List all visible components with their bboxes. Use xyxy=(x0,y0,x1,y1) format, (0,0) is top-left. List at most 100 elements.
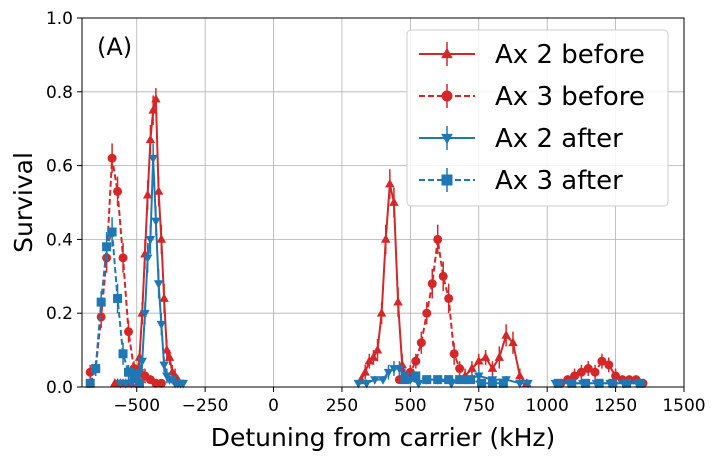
data-point xyxy=(477,378,487,388)
data-point xyxy=(608,378,618,388)
data-point xyxy=(394,365,405,374)
data-point xyxy=(400,375,410,385)
series-line xyxy=(89,231,141,384)
x-tick-label: −250 xyxy=(182,396,229,416)
data-point xyxy=(353,379,364,389)
x-axis-title: Detuning from carrier (kHz) xyxy=(211,423,556,452)
data-point xyxy=(151,217,161,227)
data-point xyxy=(501,330,511,339)
data-point xyxy=(427,279,437,289)
data-point xyxy=(142,189,153,199)
legend-marker xyxy=(441,47,453,59)
data-point xyxy=(389,197,399,206)
series-line xyxy=(464,333,528,384)
x-tick-label: 250 xyxy=(326,396,358,416)
series-line xyxy=(114,98,179,385)
data-point xyxy=(523,379,533,389)
data-point xyxy=(580,378,590,388)
legend-label: Ax 2 before xyxy=(495,40,645,70)
data-point xyxy=(361,379,372,389)
data-point xyxy=(113,186,123,196)
data-point xyxy=(164,352,175,361)
data-point xyxy=(118,349,128,359)
legend-marker xyxy=(441,90,453,102)
data-point xyxy=(433,234,443,244)
data-point xyxy=(159,293,169,302)
data-point xyxy=(102,242,112,252)
data-point xyxy=(140,309,150,319)
data-point xyxy=(360,367,370,376)
data-point xyxy=(597,356,607,366)
data-point xyxy=(444,375,454,385)
data-point xyxy=(148,154,158,164)
data-point xyxy=(107,153,117,163)
data-point xyxy=(480,352,491,361)
data-point xyxy=(113,293,123,303)
series-4 xyxy=(85,217,645,388)
data-point xyxy=(576,367,586,377)
data-point xyxy=(393,296,403,306)
data-point xyxy=(129,371,139,381)
plot-frame xyxy=(81,17,685,388)
data-point xyxy=(494,352,505,361)
data-point xyxy=(515,370,525,380)
data-point xyxy=(118,253,128,263)
data-point xyxy=(553,378,563,388)
data-point xyxy=(85,378,95,388)
series-line xyxy=(404,374,504,385)
data-point xyxy=(376,308,387,317)
data-point xyxy=(515,379,525,389)
x-tick-label: 750 xyxy=(463,396,495,416)
y-tick-label: 1.0 xyxy=(46,9,73,29)
legend-label: Ax 3 after xyxy=(495,166,623,196)
data-point xyxy=(455,364,465,374)
data-point xyxy=(385,178,395,188)
data-point xyxy=(567,378,577,388)
data-point xyxy=(455,375,465,385)
data-point xyxy=(134,378,144,388)
data-point xyxy=(411,371,421,381)
data-point xyxy=(96,312,106,322)
y-tick-label: 0.4 xyxy=(46,230,73,250)
data-point xyxy=(107,227,117,237)
y-tick-label: 0.2 xyxy=(46,304,73,324)
data-point xyxy=(153,280,164,289)
data-point xyxy=(134,368,145,378)
y-tick-label: 0.0 xyxy=(46,378,73,398)
x-tick-label: −500 xyxy=(113,396,160,416)
data-point xyxy=(368,352,379,361)
data-point xyxy=(413,379,424,389)
series-line xyxy=(360,183,408,381)
data-point xyxy=(124,327,134,337)
data-point xyxy=(422,375,432,385)
data-point xyxy=(583,364,593,374)
data-point xyxy=(508,337,518,347)
legend-marker xyxy=(441,133,453,145)
y-tick-label: 0.6 xyxy=(46,157,73,177)
axis-ticks: −500 −250 0 250 500 750 1000 1250 1500 0.0 0.2 0.4 0… xyxy=(46,9,706,416)
x-tick-label: 1500 xyxy=(662,396,705,416)
x-tick-label: 1250 xyxy=(594,396,637,416)
data-point xyxy=(378,376,388,385)
data-point xyxy=(422,308,432,318)
data-point xyxy=(96,297,106,307)
data-point xyxy=(466,375,476,385)
data-point xyxy=(611,371,621,381)
data-point xyxy=(449,349,459,359)
data-point xyxy=(178,379,188,389)
data-point xyxy=(156,234,167,243)
data-point xyxy=(153,186,164,195)
data-point xyxy=(635,378,645,388)
data-point xyxy=(159,361,169,371)
data-point xyxy=(474,372,484,382)
legend-label: Ax 2 after xyxy=(495,124,623,154)
data-point xyxy=(372,344,383,354)
data-point xyxy=(433,375,443,385)
data-point xyxy=(381,234,391,243)
legend-marker xyxy=(441,174,453,186)
series-line xyxy=(398,239,466,381)
data-point xyxy=(142,254,153,264)
data-point xyxy=(590,367,600,377)
data-point xyxy=(622,378,632,388)
data-point xyxy=(137,357,147,367)
